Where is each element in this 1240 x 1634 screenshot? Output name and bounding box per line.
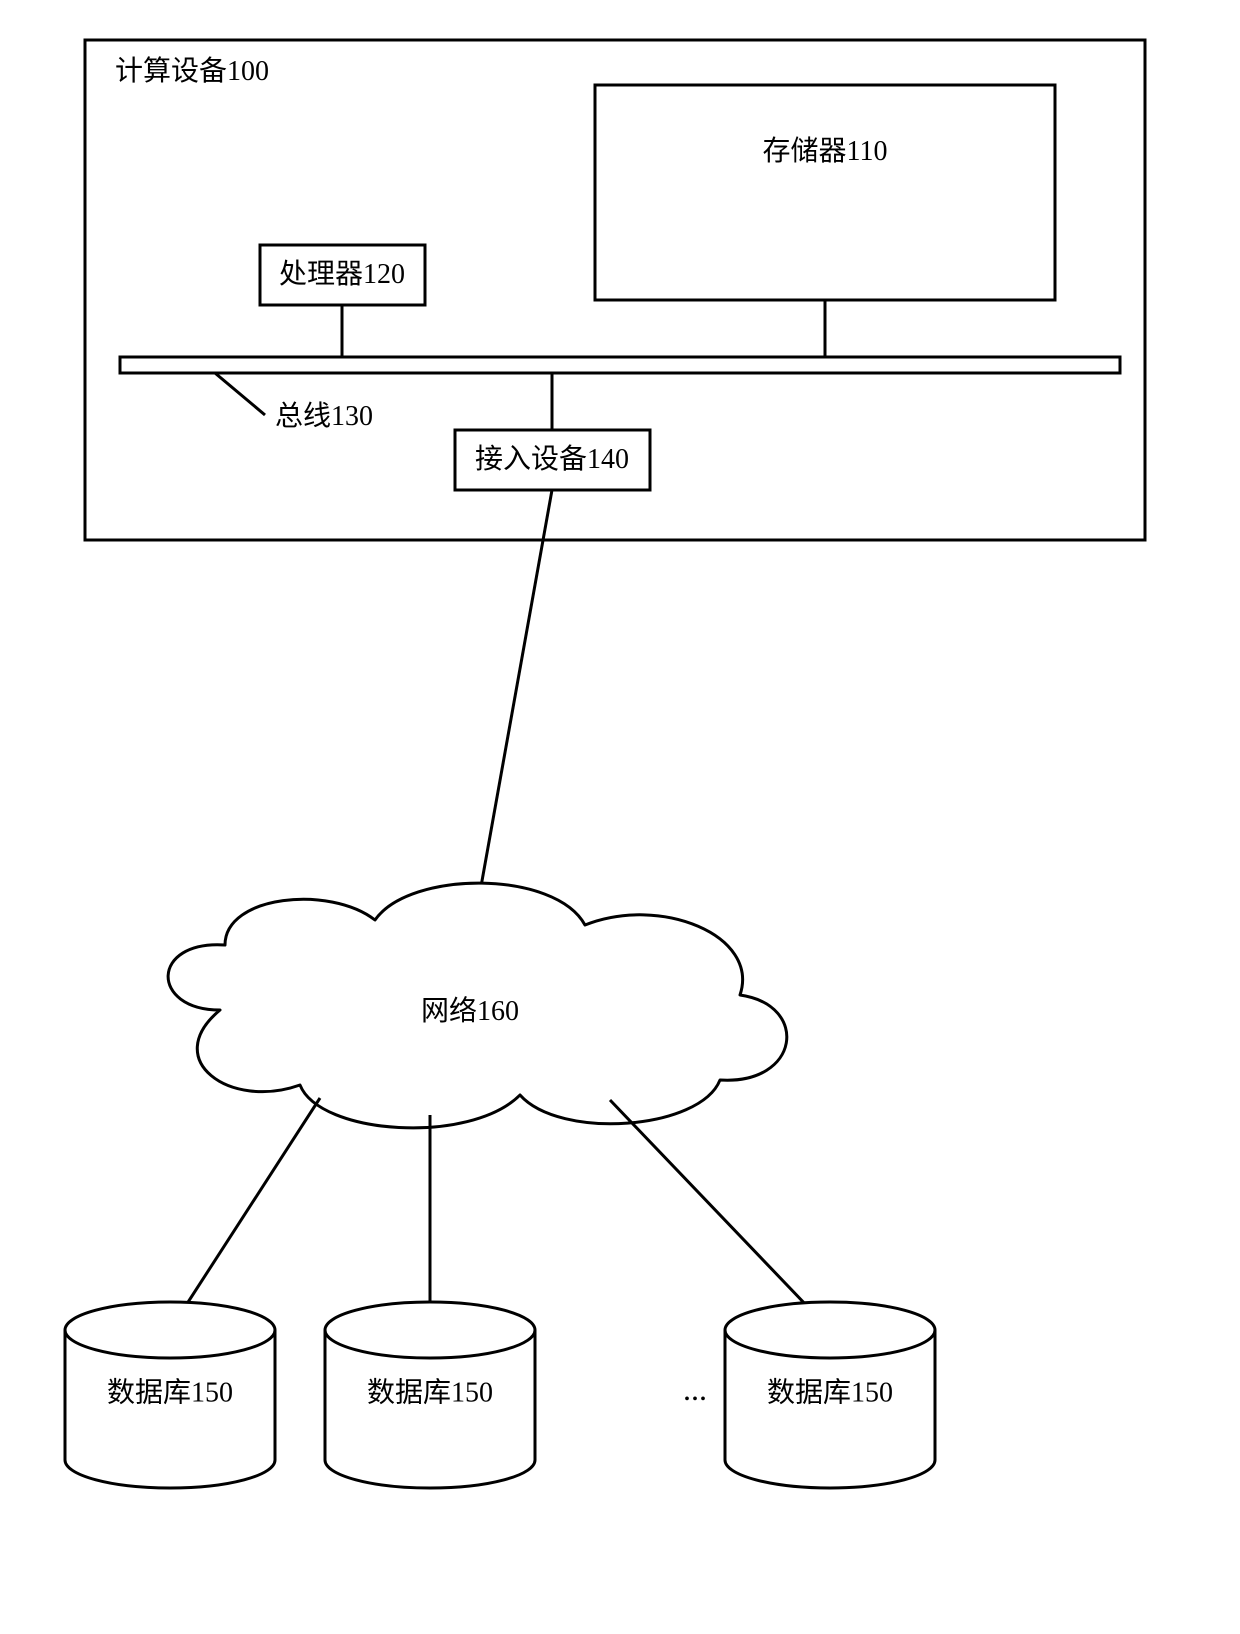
db-ellipsis: ... [683,1371,707,1407]
access-to-network-connector [475,490,552,920]
bus-label: 总线130 [275,400,373,432]
network-to-db-connector-0 [170,1098,320,1330]
network-label: 网络160 [421,995,519,1027]
processor-label: 处理器120 [279,258,405,290]
database-label-1: 数据库150 [367,1377,493,1409]
computing-device-label: 计算设备100 [115,55,269,87]
database-label-0: 数据库150 [107,1377,233,1409]
database-label-2: 数据库150 [767,1377,893,1409]
memory-box [595,85,1055,300]
access-device-label: 接入设备140 [475,443,629,475]
bus-rect [120,357,1120,373]
database-cylinder-0: 数据库150 [65,1302,275,1488]
bus-tick [215,373,265,415]
database-cylinder-1: 数据库150 [325,1302,535,1488]
memory-label: 存储器110 [763,135,888,167]
network-to-db-connector-2 [610,1100,830,1330]
database-cylinder-2: 数据库150 [725,1302,935,1488]
